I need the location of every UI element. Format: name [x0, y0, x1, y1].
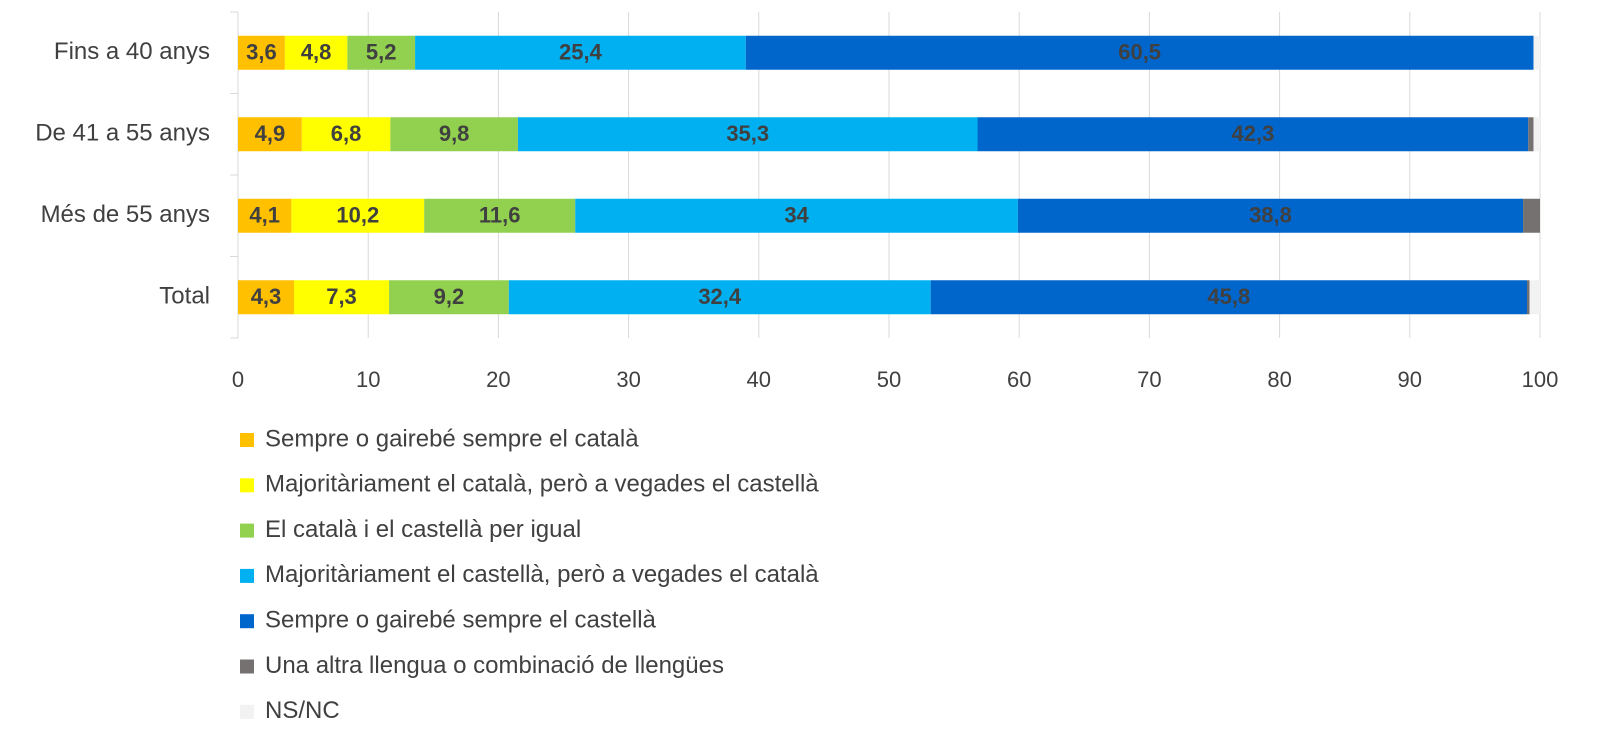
x-tick-label: 40	[747, 367, 771, 392]
y-tick-label: Més de 55 anys	[41, 201, 210, 228]
bar-segment	[238, 280, 294, 315]
bar-segment	[1526, 280, 1530, 315]
data-label: 42,3	[1231, 121, 1274, 146]
data-label: 4,3	[251, 284, 282, 309]
x-tick-label: 100	[1522, 367, 1559, 392]
data-label: 9,2	[434, 284, 465, 309]
bar-segment	[1533, 35, 1540, 70]
legend-label: Una altra llengua o combinació de llengü…	[265, 652, 724, 679]
bar-segment	[1017, 198, 1524, 233]
data-label: 6,8	[331, 121, 362, 146]
bar-segment	[1529, 280, 1540, 315]
data-label: 4,8	[301, 40, 332, 65]
x-tick-label: 30	[616, 367, 640, 392]
legend-swatch	[240, 433, 254, 447]
data-label: 38,8	[1249, 203, 1292, 228]
legend-swatch	[240, 704, 254, 719]
data-label: 25,4	[559, 40, 603, 65]
bar-segment	[291, 198, 425, 233]
x-tick-label: 90	[1398, 367, 1422, 392]
bar-segment	[1533, 117, 1540, 152]
bar-segment	[389, 280, 509, 315]
bar-segment	[293, 280, 390, 315]
data-label: 10,2	[336, 203, 379, 228]
bar-segment	[238, 117, 302, 152]
data-label: 9,8	[439, 121, 470, 146]
y-tick-label: Total	[159, 283, 210, 310]
bar-segment	[1528, 117, 1534, 152]
data-label: 5,2	[366, 40, 397, 65]
legend-swatch	[240, 478, 254, 493]
y-tick-label: Fins a 40 anys	[54, 38, 210, 65]
y-tick-label: De 41 a 55 anys	[35, 120, 210, 147]
x-tick-label: 70	[1137, 367, 1161, 392]
legend-swatch	[240, 614, 254, 629]
legend-label: Sempre o gairebé sempre el català	[265, 425, 639, 452]
bar-segment	[390, 117, 518, 152]
bar-segment	[415, 35, 746, 70]
legend-label: Majoritàriament el català, però a vegade…	[265, 471, 819, 498]
data-label: 7,3	[326, 284, 357, 309]
data-label: 34	[784, 203, 809, 228]
bar-segment	[424, 198, 576, 233]
data-label: 45,8	[1207, 284, 1250, 309]
bar-segment	[301, 117, 391, 152]
data-label: 32,4	[698, 284, 742, 309]
bar-segment	[977, 117, 1529, 152]
x-tick-label: 60	[1007, 367, 1031, 392]
legend-swatch	[240, 568, 254, 583]
bar-segment	[517, 117, 978, 152]
legend-swatch	[240, 523, 254, 538]
x-tick-label: 20	[486, 367, 510, 392]
bar-segment	[575, 198, 1018, 233]
data-label: 4,1	[249, 203, 280, 228]
bar-segment	[347, 35, 416, 70]
data-label: 35,3	[726, 121, 769, 146]
bar-segment	[238, 198, 292, 233]
data-label: 11,6	[479, 203, 521, 228]
bar-segment	[930, 280, 1527, 315]
bar-segment	[1523, 198, 1540, 233]
bar-segment	[238, 35, 285, 70]
legend-swatch	[240, 659, 254, 674]
legend-label: El català i el castellà per igual	[265, 516, 581, 543]
bar-segment	[745, 35, 1534, 70]
x-tick-label: 80	[1267, 367, 1291, 392]
x-tick-label: 10	[356, 367, 380, 392]
data-label: 3,6	[246, 40, 277, 65]
data-label: 60,5	[1118, 40, 1161, 65]
x-tick-label: 50	[877, 367, 901, 392]
data-label: 4,9	[255, 121, 286, 146]
x-tick-label: 0	[232, 367, 244, 392]
legend-label: Sempre o gairebé sempre el castellà	[265, 607, 657, 634]
bar-segment	[284, 35, 348, 70]
legend-label: Majoritàriament el castellà, però a vega…	[265, 561, 819, 588]
bar-segment	[508, 280, 931, 315]
legend-label: NS/NC	[265, 697, 340, 724]
